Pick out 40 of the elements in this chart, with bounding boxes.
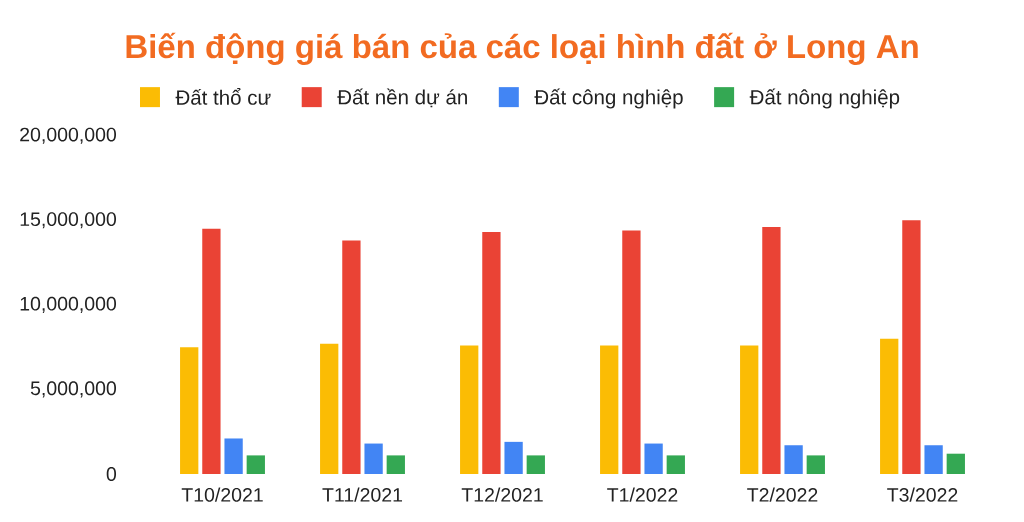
bar [202, 228, 221, 474]
y-tick-label: 20,000,000 [20, 127, 117, 144]
x-tick-label: T2/2022 [747, 487, 818, 502]
bar [246, 455, 265, 474]
x-tick-label: T11/2021 [322, 487, 403, 502]
bar [342, 240, 361, 474]
legend-label: Đất công nghiệp [534, 88, 683, 109]
bar [460, 345, 479, 474]
bar [924, 445, 943, 474]
chart-title: Biến động giá bán của các loại hình đất ở Long An [126, 32, 918, 65]
legend-label: Đất nền dự án [337, 88, 467, 108]
bar [806, 455, 825, 474]
y-tick-label: 5,000,000 [30, 381, 117, 398]
bar [622, 230, 641, 474]
x-tick-label: T10/2021 [181, 487, 263, 502]
bar [762, 227, 781, 474]
x-tick-label: T3/2022 [887, 487, 958, 502]
legend-label: Đất nông nghiệp [749, 88, 900, 109]
bar [600, 345, 619, 474]
x-tick-label: T12/2021 [461, 487, 543, 502]
y-tick-label: 15,000,000 [20, 212, 117, 229]
bar [946, 453, 965, 474]
bar [504, 441, 523, 474]
y-tick-label: 0 [106, 467, 117, 481]
bar [386, 455, 405, 474]
bar [902, 220, 921, 474]
bar [180, 347, 199, 474]
legend-label: Đất thổ cư [175, 88, 271, 105]
x-tick-label: T1/2022 [607, 487, 678, 502]
bar [666, 455, 685, 474]
bar [644, 443, 663, 474]
bar [526, 455, 545, 474]
bar [482, 232, 501, 474]
y-tick-label: 10,000,000 [20, 296, 117, 313]
bar [320, 343, 339, 474]
bar [224, 438, 243, 474]
bar [880, 338, 899, 474]
bar [784, 445, 803, 474]
bar [740, 345, 759, 474]
bar [364, 443, 383, 474]
